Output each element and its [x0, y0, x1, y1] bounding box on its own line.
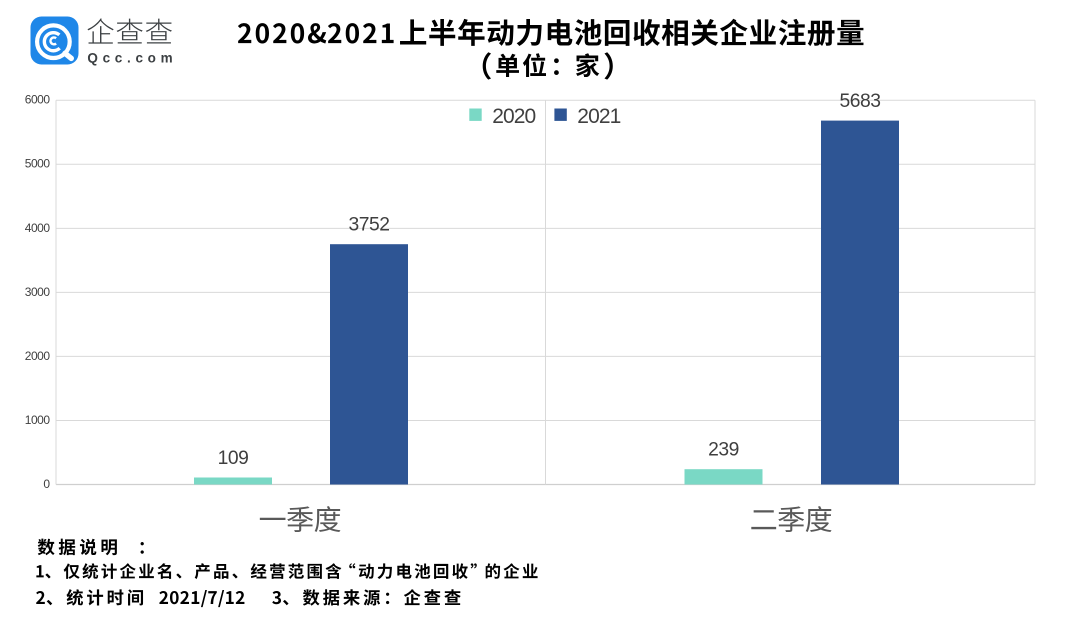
- svg-text:3752: 3752: [349, 215, 390, 236]
- svg-text:1000: 1000: [25, 413, 51, 427]
- svg-text:2021: 2021: [577, 105, 620, 128]
- svg-text:3000: 3000: [25, 285, 51, 299]
- svg-text:5683: 5683: [840, 91, 881, 112]
- svg-text:5000: 5000: [25, 157, 51, 171]
- svg-text:4000: 4000: [25, 221, 51, 235]
- svg-text:109: 109: [218, 448, 249, 469]
- svg-text:0: 0: [43, 477, 50, 491]
- svg-text:Qcc.com: Qcc.com: [87, 50, 177, 65]
- svg-text:6000: 6000: [25, 93, 51, 107]
- svg-text:239: 239: [708, 440, 739, 461]
- svg-text:2020: 2020: [492, 105, 535, 128]
- svg-text:2000: 2000: [25, 349, 51, 363]
